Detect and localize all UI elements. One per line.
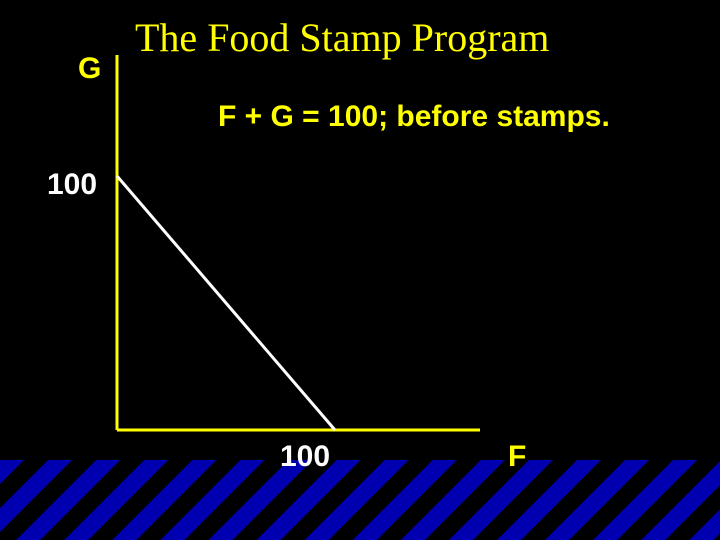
slide: The Food Stamp Program F + G = 100; befo… (0, 0, 720, 540)
chart-plot (0, 0, 720, 540)
budget-line (117, 176, 335, 430)
